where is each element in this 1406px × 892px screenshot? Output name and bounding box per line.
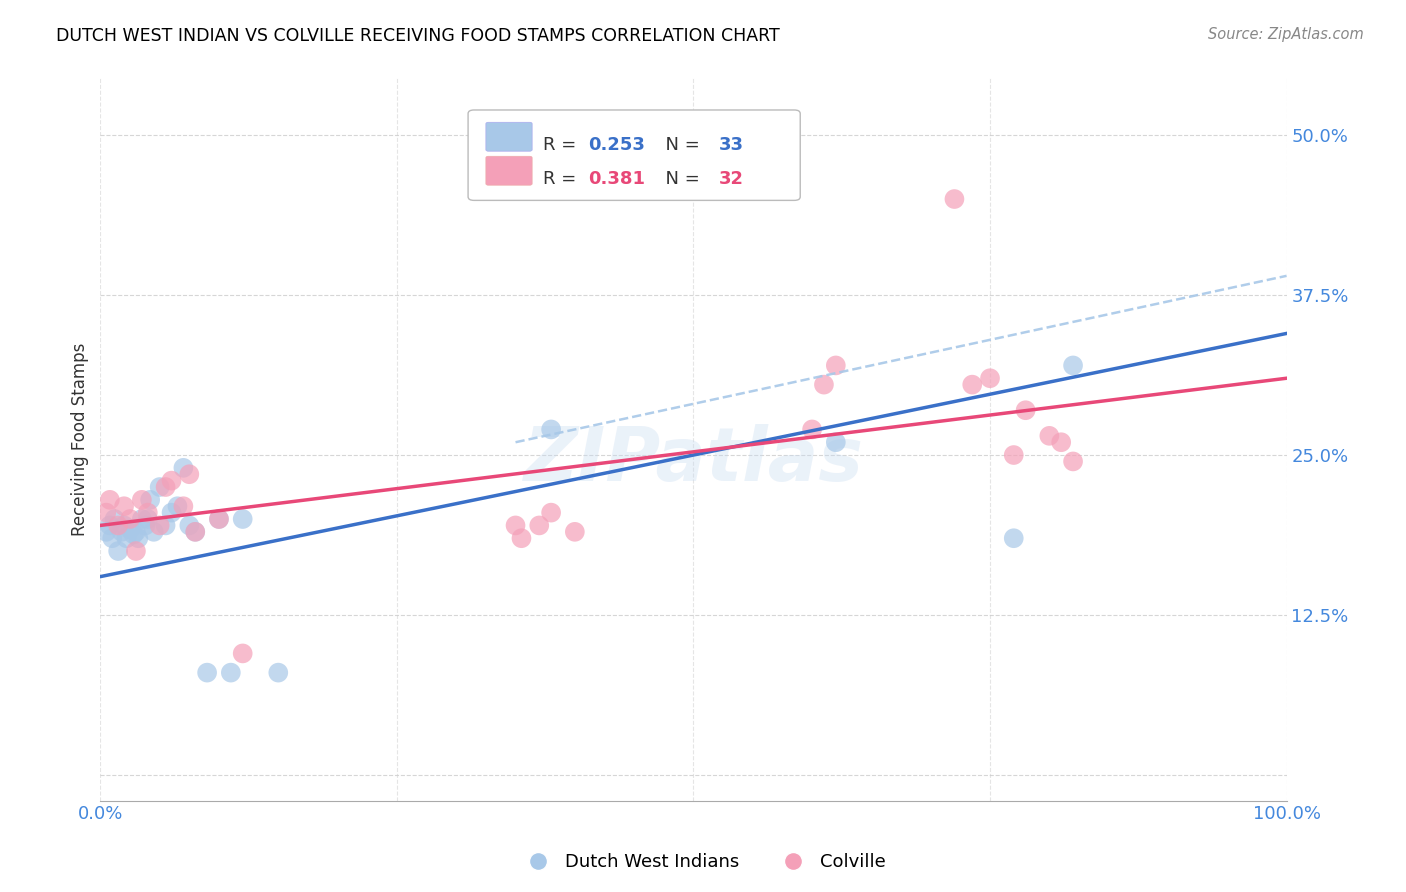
Point — [112, 500, 135, 514]
Point — [1062, 359, 1084, 373]
Point — [1014, 403, 1036, 417]
Point — [125, 544, 148, 558]
Text: R =: R = — [543, 136, 582, 153]
Text: DUTCH WEST INDIAN VS COLVILLE RECEIVING FOOD STAMPS CORRELATION CHART: DUTCH WEST INDIAN VS COLVILLE RECEIVING … — [56, 27, 780, 45]
Point — [943, 192, 966, 206]
Point — [98, 492, 121, 507]
Point — [979, 371, 1001, 385]
Point — [115, 531, 138, 545]
Point — [103, 512, 125, 526]
Text: 33: 33 — [718, 136, 744, 153]
Point — [1062, 454, 1084, 468]
Text: 32: 32 — [718, 169, 744, 187]
Point — [101, 531, 124, 545]
Point — [136, 512, 159, 526]
Point — [219, 665, 242, 680]
Point — [184, 524, 207, 539]
Point — [112, 518, 135, 533]
Text: N =: N = — [654, 136, 706, 153]
Point — [195, 665, 218, 680]
Text: Source: ZipAtlas.com: Source: ZipAtlas.com — [1208, 27, 1364, 42]
Text: N =: N = — [654, 169, 706, 187]
Point — [107, 544, 129, 558]
Point — [125, 524, 148, 539]
Point — [564, 524, 586, 539]
Y-axis label: Receiving Food Stamps: Receiving Food Stamps — [72, 343, 89, 536]
Point — [96, 506, 118, 520]
Point — [960, 377, 983, 392]
Point — [160, 474, 183, 488]
Point — [510, 531, 533, 545]
Point — [155, 518, 177, 533]
Point — [529, 518, 551, 533]
Point — [208, 512, 231, 526]
Point — [184, 524, 207, 539]
FancyBboxPatch shape — [486, 122, 531, 152]
FancyBboxPatch shape — [486, 156, 531, 186]
Point — [134, 518, 156, 533]
Point — [127, 531, 149, 545]
Point — [131, 512, 153, 526]
Legend: Dutch West Indians, Colville: Dutch West Indians, Colville — [513, 847, 893, 879]
Text: R =: R = — [543, 169, 582, 187]
Point — [172, 500, 194, 514]
Point — [813, 377, 835, 392]
Point — [824, 435, 846, 450]
Point — [107, 518, 129, 533]
Point — [136, 506, 159, 520]
Point — [111, 524, 134, 539]
Point — [179, 518, 201, 533]
Point — [122, 527, 145, 541]
Point — [118, 512, 141, 526]
Point — [96, 524, 118, 539]
Point — [267, 665, 290, 680]
Point — [232, 647, 254, 661]
Point — [179, 467, 201, 482]
Point — [824, 359, 846, 373]
Point — [118, 522, 141, 536]
Point — [149, 480, 172, 494]
Point — [1002, 448, 1025, 462]
Point — [801, 422, 824, 436]
Point — [505, 518, 527, 533]
Point — [98, 518, 121, 533]
Point — [131, 492, 153, 507]
Point — [1038, 429, 1060, 443]
Point — [540, 506, 562, 520]
Point — [172, 460, 194, 475]
Text: ZIPatlas: ZIPatlas — [523, 425, 863, 497]
Point — [142, 524, 165, 539]
Point — [208, 512, 231, 526]
Point — [160, 506, 183, 520]
Point — [139, 492, 162, 507]
Point — [166, 500, 188, 514]
Text: 0.253: 0.253 — [588, 136, 645, 153]
Point — [155, 480, 177, 494]
Point — [1050, 435, 1073, 450]
Point — [1002, 531, 1025, 545]
FancyBboxPatch shape — [468, 110, 800, 201]
Point — [540, 422, 562, 436]
Point — [149, 518, 172, 533]
Text: 0.381: 0.381 — [588, 169, 645, 187]
Point — [232, 512, 254, 526]
